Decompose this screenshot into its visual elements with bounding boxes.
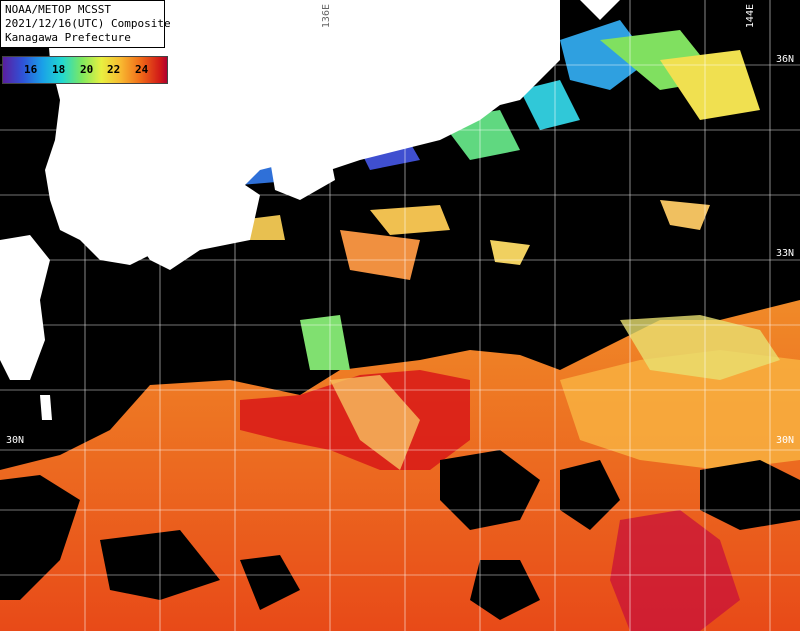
kii-peninsula: [270, 155, 335, 200]
temperature-colorbar: [2, 56, 168, 84]
lat-label-30n-left: 30N: [6, 435, 25, 446]
colorbar-tick-20: 20: [80, 63, 94, 76]
lon-label-144e: 144E: [745, 4, 756, 29]
title-box: NOAA/METOP MCSST 2021/12/16(UTC) Composi…: [0, 0, 171, 48]
shikoku-land: [120, 175, 260, 270]
colorbar-tick-16: 16: [24, 63, 38, 76]
lat-label-30n-right: 30N: [776, 435, 795, 446]
lon-label-136e: 136E: [321, 4, 332, 29]
kyushu-land: [0, 235, 50, 380]
mild-streak-1: [330, 375, 420, 470]
mild-band-east: [560, 350, 800, 470]
lat-label-33n: 33N: [776, 248, 795, 259]
colorbar-tick-22: 22: [107, 63, 121, 76]
title-line-3: Kanagawa Prefecture: [5, 31, 131, 44]
land-masses: [0, 0, 620, 420]
colorbar-tick-24: 24: [135, 63, 149, 76]
cool-patches-east: [620, 315, 780, 380]
title-line-1: NOAA/METOP MCSST: [5, 3, 111, 16]
hot-southeast-region: [610, 510, 740, 631]
lat-label-36n: 36N: [776, 54, 795, 65]
colorbar-tick-18: 18: [52, 63, 66, 76]
mid-sea-patches: [240, 200, 710, 280]
title-line-2: 2021/12/16(UTC) Composite: [5, 17, 171, 30]
small-island-1: [40, 395, 52, 420]
small-island-2: [580, 0, 620, 20]
